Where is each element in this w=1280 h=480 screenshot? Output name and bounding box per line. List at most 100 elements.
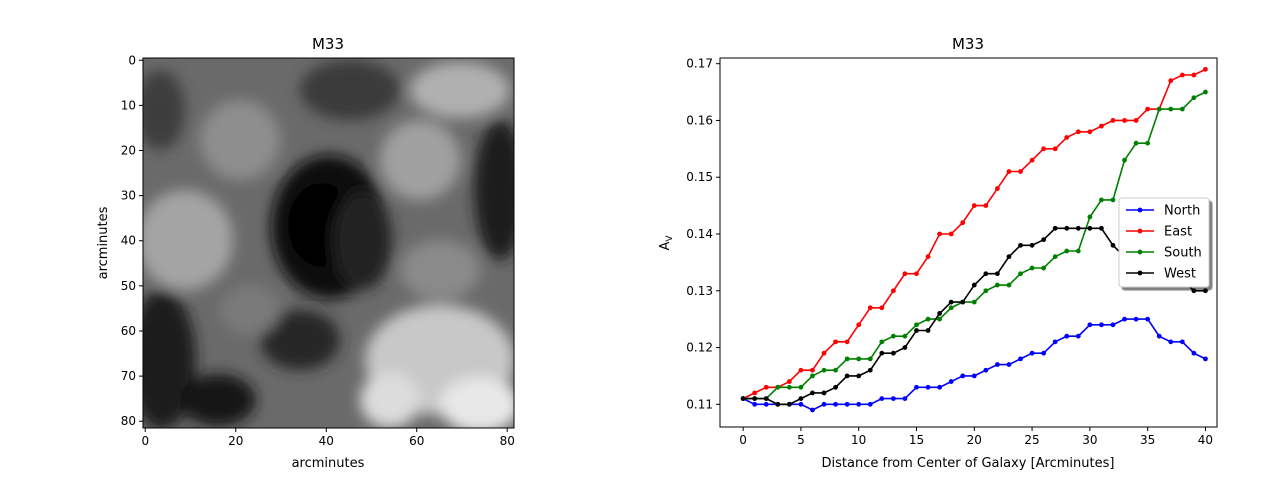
data-point-east [833, 339, 838, 345]
image-y-tick-label: 30 [121, 189, 136, 203]
data-point-east [1110, 118, 1116, 123]
data-point-east [937, 231, 943, 237]
image-y-tick-label: 60 [121, 324, 136, 338]
image-x-tick-label: 80 [500, 434, 515, 448]
data-point-south [994, 282, 1000, 288]
legend-item-west: West [1126, 267, 1196, 282]
data-point-south [937, 316, 943, 322]
data-point-north [971, 373, 977, 379]
data-point-south [890, 333, 896, 339]
line-x-label: Distance from Center of Galaxy [Arcminut… [822, 456, 1115, 471]
data-point-east [983, 203, 989, 209]
data-point-south [1156, 106, 1162, 112]
data-point-east [1179, 72, 1185, 78]
data-point-south [1018, 271, 1023, 277]
data-point-south [1052, 254, 1058, 260]
data-point-west [833, 384, 838, 390]
data-point-west [1203, 288, 1208, 294]
data-point-west [1110, 242, 1116, 248]
image-frame [142, 57, 515, 429]
data-point-west [763, 396, 769, 402]
data-point-south [1133, 140, 1139, 146]
data-point-west [937, 311, 943, 316]
image-y-tick-label: 50 [121, 279, 136, 293]
data-point-east [1133, 118, 1139, 123]
line-y-ticks: 0.11 0.12 0.13 0.14 0.15 0.16 0.17 [686, 57, 720, 411]
legend: North East South West [1118, 197, 1210, 288]
data-point-north [1052, 339, 1058, 345]
line-x-tick-label: 35 [1140, 433, 1155, 447]
image-y-tick-label: 20 [121, 144, 136, 158]
data-point-south [914, 322, 919, 328]
legend-items: North East South West [1126, 204, 1202, 282]
line-x-tick-label: 10 [851, 433, 866, 447]
image-y-label: arcminutes [96, 206, 111, 279]
data-point-west [948, 299, 954, 305]
data-point-south [971, 299, 977, 305]
line-x-tick-label: 5 [797, 433, 805, 447]
legend-label: East [1164, 225, 1192, 240]
data-point-west [1099, 225, 1104, 231]
heatmap-image [143, 58, 514, 428]
data-point-north [1099, 322, 1104, 328]
data-point-south [833, 367, 838, 373]
line-y-tick-label: 0.12 [686, 341, 713, 355]
data-point-west [775, 401, 781, 407]
data-point-west [902, 345, 908, 350]
data-point-north [821, 401, 827, 407]
data-point-east [1064, 135, 1070, 140]
line-x-ticks: 0 5 10 15 20 25 30 35 40 [739, 427, 1213, 447]
data-point-east [1191, 72, 1197, 78]
data-point-west [844, 373, 850, 379]
y-label-main: A [658, 242, 673, 251]
line-x-tick-label: 20 [967, 433, 982, 447]
data-point-north [1191, 350, 1197, 356]
data-point-south [786, 384, 792, 390]
data-point-east [960, 220, 966, 226]
legend-item-north: North [1126, 204, 1200, 219]
data-point-north [1087, 322, 1093, 328]
data-point-west [740, 396, 746, 402]
data-point-east [1168, 78, 1174, 84]
data-point-north [1110, 322, 1116, 328]
data-point-north [994, 362, 1000, 367]
data-point-north [833, 401, 838, 407]
data-point-north [902, 396, 908, 402]
data-point-south [1110, 197, 1116, 203]
data-point-south [867, 356, 873, 362]
legend-label: South [1164, 246, 1202, 261]
data-point-north [1006, 362, 1012, 367]
data-point-east [798, 367, 804, 373]
image-x-tick-label: 60 [409, 434, 424, 448]
data-point-east [810, 367, 815, 373]
image-panel: M33 [96, 35, 515, 471]
data-point-north [867, 401, 873, 407]
data-point-east [902, 271, 908, 277]
line-y-tick-label: 0.17 [686, 57, 713, 71]
data-point-south [1191, 95, 1197, 101]
data-point-east [1006, 169, 1012, 174]
data-point-north [890, 396, 896, 402]
data-point-east [879, 305, 885, 311]
line-panel: M33 0 5 10 15 20 25 30 35 40 0.110.120.130.140.1… [658, 35, 1218, 471]
data-point-west [1191, 288, 1197, 294]
data-point-north [1122, 316, 1127, 322]
data-point-east [925, 254, 931, 260]
data-point-north [1041, 350, 1047, 356]
line-y-tick-label: 0.16 [686, 113, 713, 127]
image-y-ticks: 0 10 20 30 40 50 60 70 80 [121, 53, 143, 428]
data-point-east [844, 339, 850, 345]
data-point-east [1099, 123, 1104, 129]
legend-swatch-marker [1137, 207, 1143, 213]
data-point-south [925, 316, 931, 322]
image-y-tick-label: 70 [121, 369, 136, 383]
data-point-west [856, 373, 862, 379]
data-point-north [1029, 350, 1035, 356]
data-point-north [1133, 316, 1139, 322]
legend-swatch-marker [1137, 228, 1143, 234]
data-point-west [810, 390, 815, 396]
legend-item-east: East [1126, 225, 1192, 240]
data-point-east [856, 322, 862, 328]
line-y-tick-label: 0.13 [686, 284, 713, 298]
data-point-south [1179, 106, 1185, 112]
